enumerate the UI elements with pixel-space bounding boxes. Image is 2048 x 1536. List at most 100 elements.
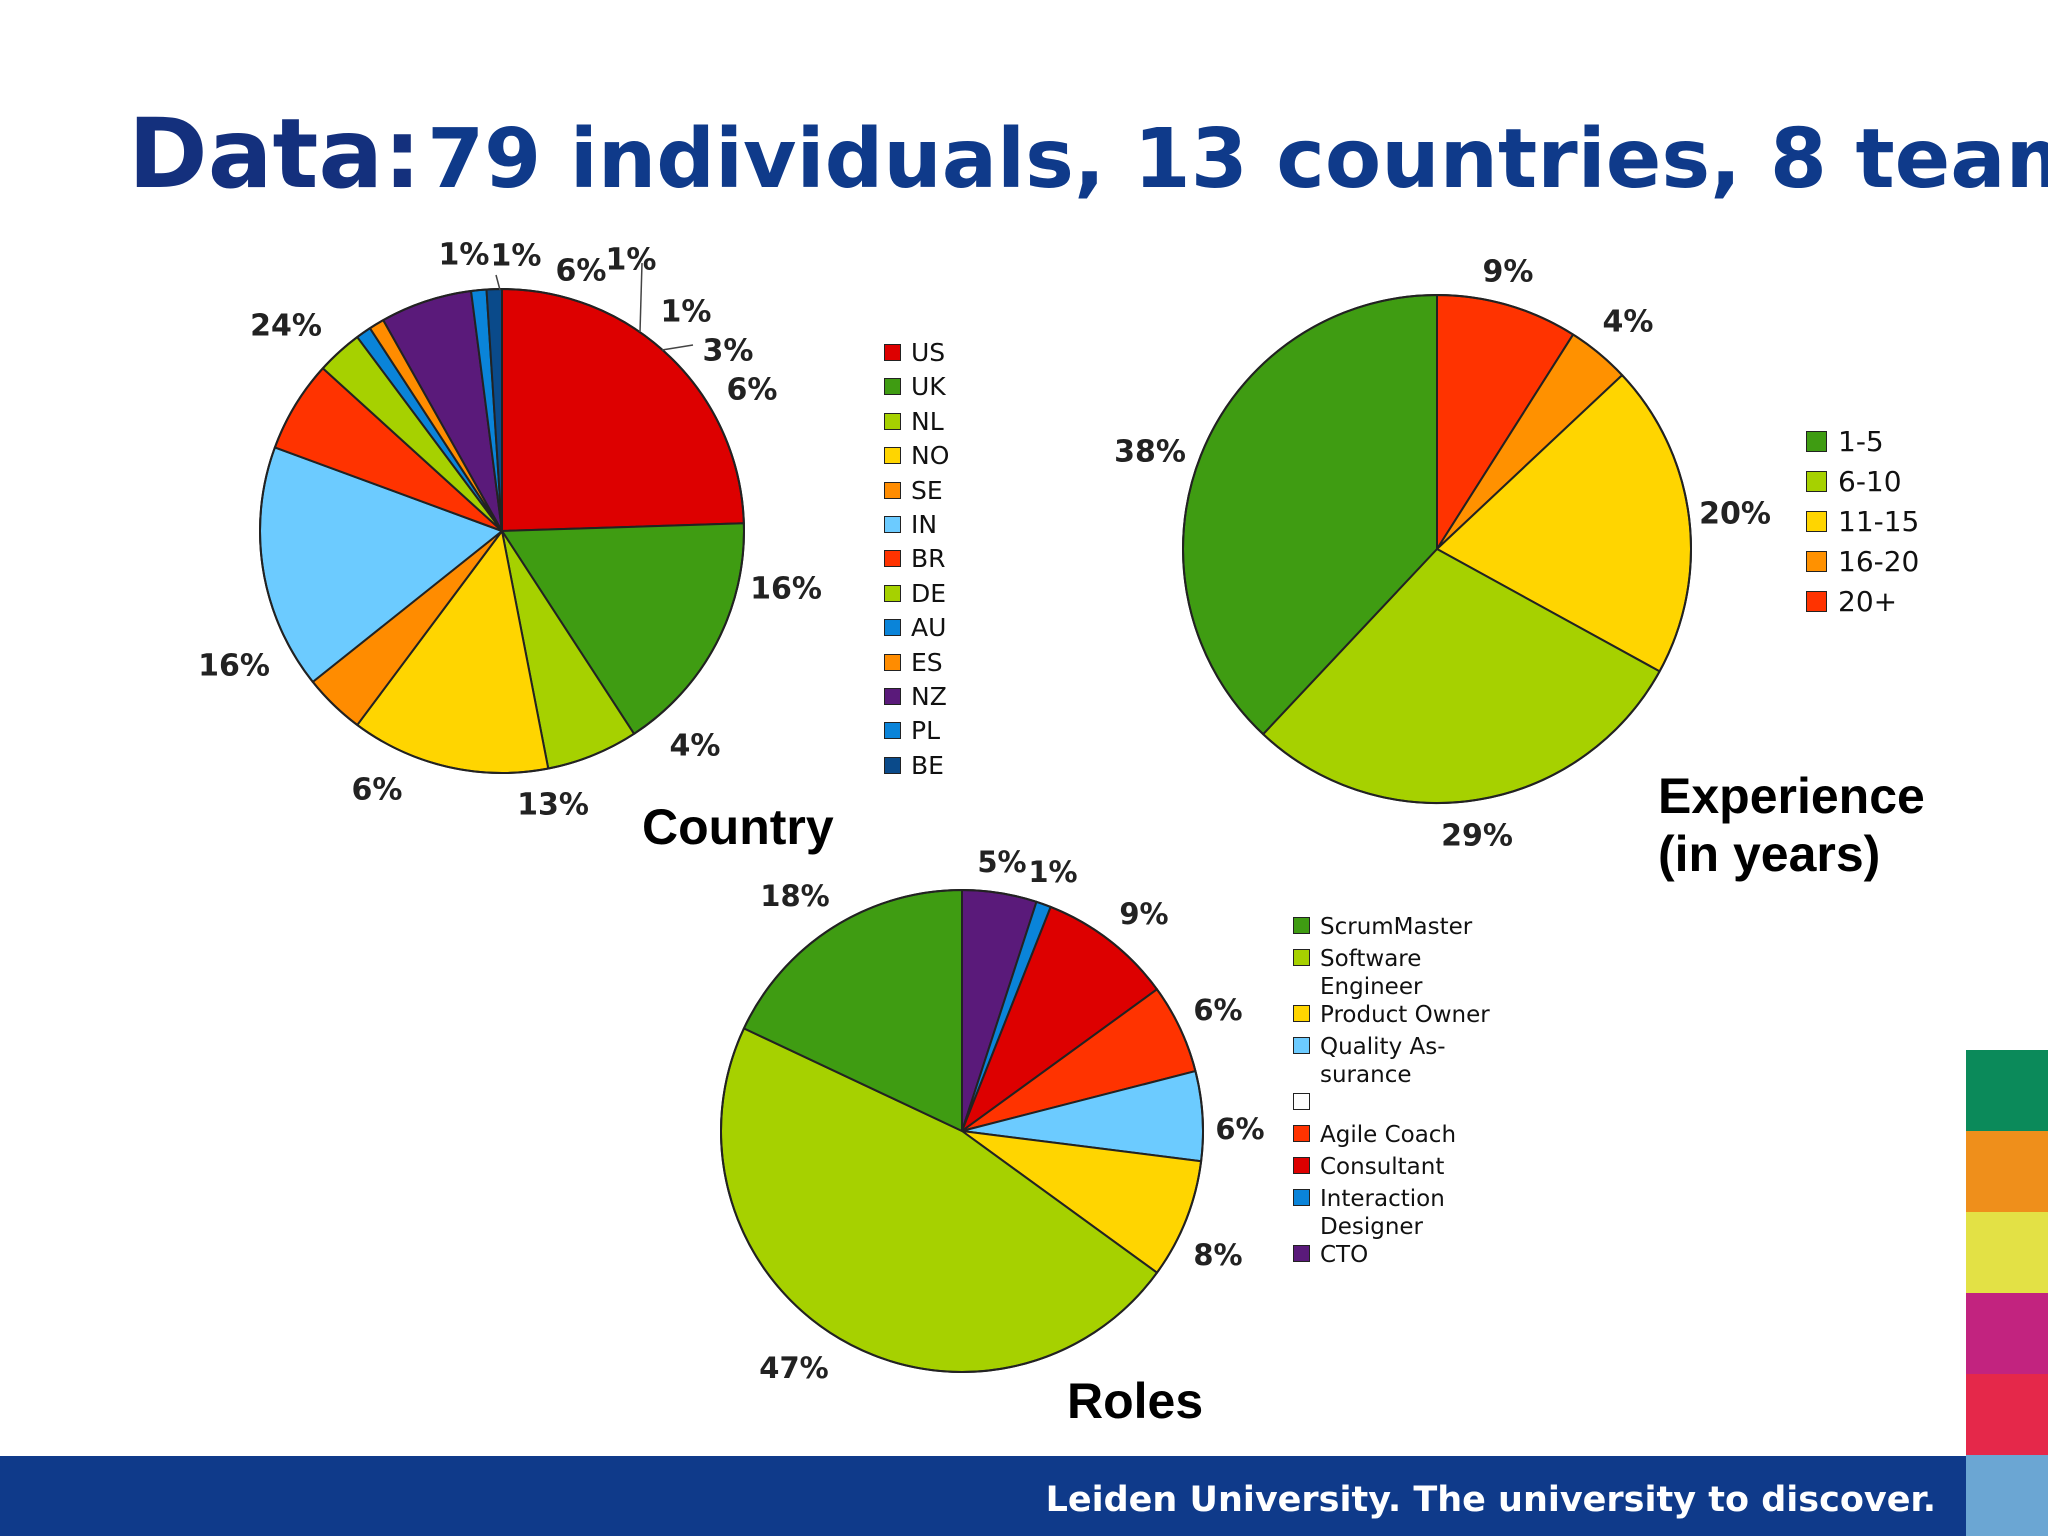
- legend-item: AU: [884, 613, 949, 647]
- slice-percent-label: 6%: [352, 773, 403, 808]
- slice-percent-label: 1%: [1028, 855, 1077, 889]
- legend-label: PL: [911, 716, 941, 746]
- legend-label: NL: [911, 406, 944, 436]
- legend-item: Interaction Designer: [1293, 1185, 1490, 1241]
- label-leader-line: [661, 344, 694, 351]
- legend-item: CTO: [1293, 1241, 1490, 1273]
- legend-swatch: [884, 447, 901, 465]
- slice-percent-label: 1%: [606, 243, 657, 278]
- legend-label: Agile Coach: [1320, 1122, 1457, 1148]
- brand-stripe: [1966, 1455, 2048, 1536]
- legend-swatch: [884, 619, 901, 637]
- slice-percent-label: 47%: [759, 1351, 828, 1385]
- legend-label: ScrumMaster: [1320, 914, 1473, 940]
- legend-label: 20+: [1838, 585, 1898, 618]
- legend-item: 16-20: [1806, 545, 1919, 585]
- legend-swatch: [884, 481, 901, 499]
- legend-swatch: [1806, 551, 1827, 572]
- legend-label: 6-10: [1838, 465, 1902, 498]
- legend-label: ES: [911, 647, 943, 677]
- legend-label: IN: [911, 509, 938, 539]
- slice-percent-label: 18%: [760, 879, 829, 913]
- slice-percent-label: 9%: [1483, 255, 1534, 290]
- legend-label: US: [911, 338, 946, 367]
- legend-item: NO: [884, 441, 949, 475]
- slice-percent-label: 16%: [750, 572, 822, 607]
- legend-swatch: [884, 722, 901, 740]
- legend-item: [1293, 1089, 1490, 1121]
- slice-percent-label: 3%: [703, 334, 754, 369]
- slice-percent-label: 38%: [1114, 435, 1186, 470]
- legend-label: BE: [911, 750, 944, 780]
- slice-percent-label: 6%: [1215, 1112, 1264, 1146]
- legend-label: UK: [911, 372, 946, 402]
- legend-swatch: [884, 550, 901, 568]
- slice-percent-label: 4%: [1603, 305, 1654, 340]
- legend-item: DE: [884, 579, 949, 613]
- legend-item: 20+: [1806, 585, 1919, 625]
- legend-item: US: [884, 338, 949, 372]
- slice-percent-label: 20%: [1699, 497, 1771, 532]
- footer-tagline: Leiden University. The university to dis…: [1045, 1480, 1936, 1520]
- legend-swatch: [1806, 591, 1827, 612]
- legend-item: 11-15: [1806, 505, 1919, 545]
- slice-percent-label: 29%: [1441, 819, 1513, 854]
- legend-label: Interaction Designer: [1320, 1186, 1445, 1240]
- legend-item: 1-5: [1806, 425, 1919, 465]
- legend-swatch: [884, 412, 901, 430]
- roles-legend: ScrumMaster Software Engineer Product Owne…: [1293, 913, 1490, 1273]
- experience-chart-name: Experience (in years): [1658, 768, 1925, 882]
- legend-item: Quality As- surance: [1293, 1033, 1490, 1089]
- legend-label: NO: [911, 441, 950, 471]
- brand-stripe: [1966, 1293, 2048, 1374]
- slice-percent-label: 13%: [517, 788, 589, 823]
- legend-swatch: [1293, 1093, 1310, 1110]
- legend-item: PL: [884, 716, 949, 750]
- country-pie: 24%16%6% 13%4%16%6%3%1%1%6%1% 1%: [198, 238, 822, 823]
- experience-legend: 1-5 6-10 11-15 16-20 20+: [1806, 425, 1919, 625]
- legend-swatch: [884, 653, 901, 671]
- label-leader-line: [639, 262, 643, 333]
- legend-item: Consultant: [1293, 1153, 1490, 1185]
- legend-swatch: [1293, 1157, 1310, 1174]
- legend-label: 11-15: [1838, 505, 1920, 538]
- brand-stripe: [1966, 1374, 2048, 1455]
- brand-color-stripes: [1966, 1050, 2048, 1536]
- legend-swatch: [1293, 1037, 1310, 1054]
- roles-pie: 5% 1% 9% 6% 6% 8% 47% 18%: [720, 845, 1265, 1385]
- legend-swatch: [1806, 511, 1827, 532]
- label-leader-line: [495, 274, 501, 291]
- slice-percent-label: 1%: [439, 238, 490, 273]
- pie-outline: [720, 889, 1204, 1373]
- legend-swatch: [1293, 1125, 1310, 1142]
- legend-swatch: [1293, 917, 1310, 934]
- legend-item: UK: [884, 372, 949, 406]
- legend-item: SE: [884, 476, 949, 510]
- roles-chart-name: Roles: [1067, 1373, 1204, 1429]
- legend-swatch: [1293, 1005, 1310, 1022]
- legend-swatch: [884, 344, 901, 361]
- legend-label: CTO: [1320, 1242, 1369, 1268]
- legend-item: 6-10: [1806, 465, 1919, 505]
- legend-swatch: [884, 584, 901, 602]
- slice-percent-label: 8%: [1193, 1238, 1242, 1272]
- experience-pie: 9% 4% 20% 29% 38%: [1114, 255, 1771, 854]
- legend-swatch: [1806, 471, 1827, 492]
- legend-swatch: [884, 515, 901, 533]
- legend-swatch: [884, 687, 901, 705]
- legend-label: Consultant: [1320, 1154, 1445, 1180]
- legend-label: Software Engineer: [1320, 946, 1423, 1000]
- legend-swatch: [1293, 1189, 1310, 1206]
- slice-percent-label: 6%: [556, 254, 607, 289]
- legend-swatch: [884, 378, 901, 396]
- legend-item: NL: [884, 407, 949, 441]
- title-keyword: Data:: [128, 98, 422, 210]
- slice-percent-label: 6%: [1193, 993, 1242, 1027]
- legend-label: SE: [911, 475, 943, 505]
- slice-percent-label: 1%: [661, 295, 712, 330]
- brand-stripe: [1966, 1050, 2048, 1131]
- legend-item: BE: [884, 751, 949, 785]
- legend-item: Software Engineer: [1293, 945, 1490, 1001]
- pie-outline: [259, 288, 745, 774]
- legend-item: IN: [884, 510, 949, 544]
